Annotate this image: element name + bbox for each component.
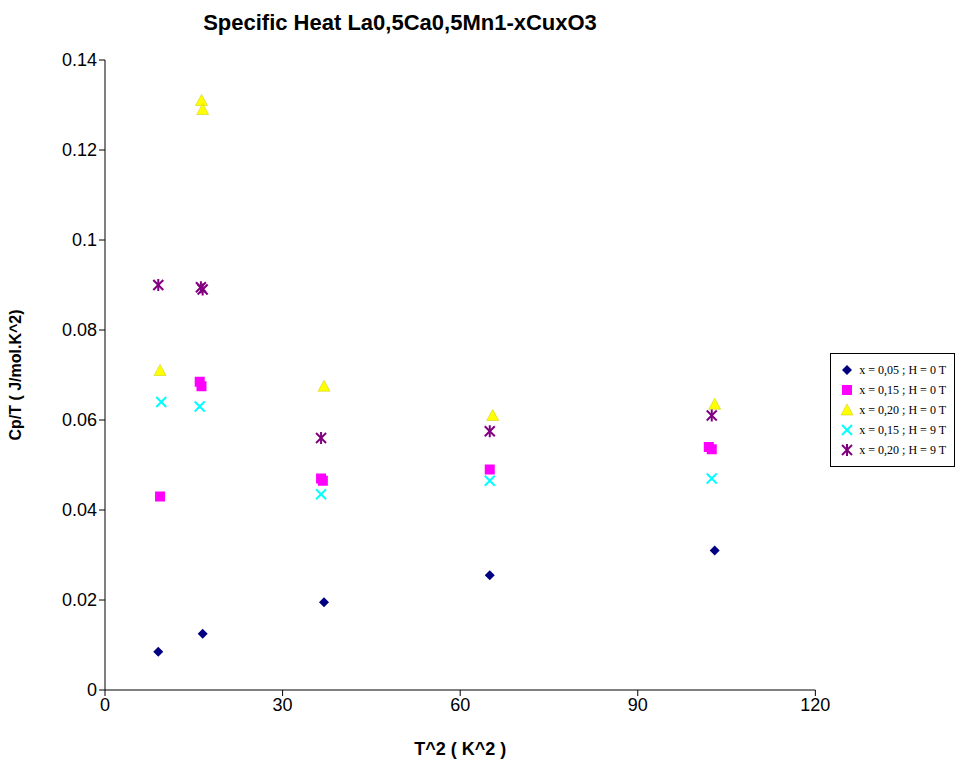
svg-text:120: 120: [800, 695, 830, 715]
svg-text:30: 30: [273, 695, 293, 715]
html-text:x = 0,15 ; H = 9 T: x = 0,15 ; H = 9 T: [859, 422, 946, 437]
svg-text:T^2 ( K^2 ): T^2 ( K^2 ): [414, 739, 506, 759]
svg-text:0.1: 0.1: [72, 230, 97, 250]
svg-text:0.06: 0.06: [62, 410, 97, 430]
svg-text:0.02: 0.02: [62, 590, 97, 610]
svg-text:0.08: 0.08: [62, 320, 97, 340]
html-text:x = 0,20 ; H = 0 T: x = 0,20 ; H = 0 T: [859, 402, 946, 417]
svg-text:0.14: 0.14: [62, 50, 97, 70]
svg-text:0.12: 0.12: [62, 140, 97, 160]
svg-text:0.04: 0.04: [62, 500, 97, 520]
html-text:x = 0,15 ; H = 0 T: x = 0,15 ; H = 0 T: [859, 382, 946, 397]
svg-text:60: 60: [450, 695, 470, 715]
svg-text:90: 90: [628, 695, 648, 715]
html-text:Specific Heat La0,5Ca0,5Mn1-xC: Specific Heat La0,5Ca0,5Mn1-xCuxO3: [203, 10, 597, 35]
svg-text:0: 0: [87, 680, 97, 700]
svg-text:Cp/T ( J/mol.K^2): Cp/T ( J/mol.K^2): [7, 309, 24, 440]
svg-text:0: 0: [100, 695, 110, 715]
html-text:x = 0,05 ; H = 0 T: x = 0,05 ; H = 0 T: [859, 362, 946, 377]
html-text:x = 0,20 ; H = 9 T: x = 0,20 ; H = 9 T: [859, 442, 946, 457]
